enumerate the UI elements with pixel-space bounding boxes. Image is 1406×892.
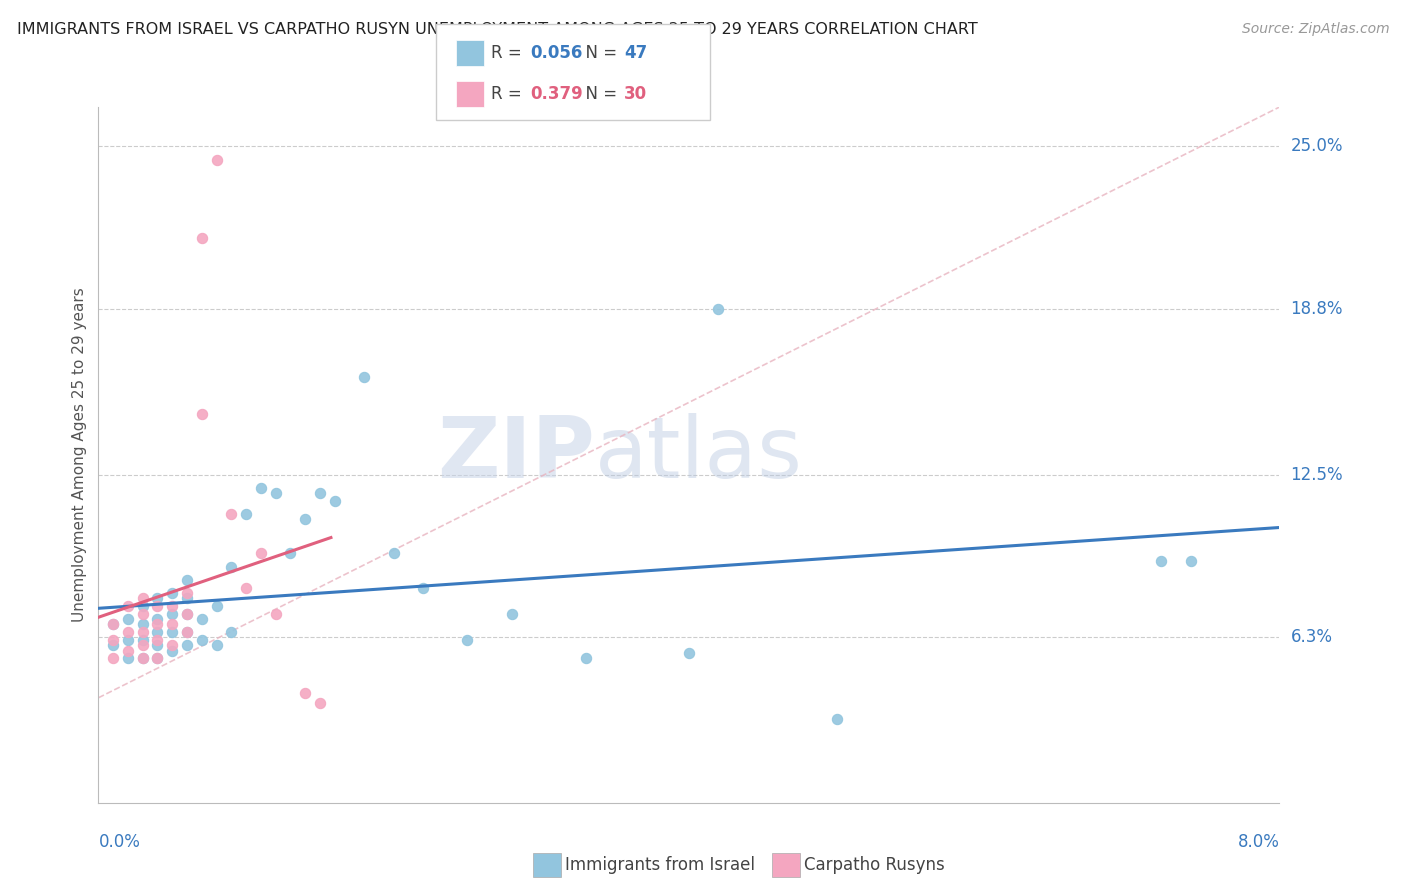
Point [176,638,198,652]
Point [103,633,124,648]
Point [176,607,198,621]
Point [219,507,242,521]
Point [219,559,242,574]
Point [132,599,155,613]
Point [412,581,434,595]
Point [191,612,214,626]
Point [162,625,183,640]
Point [162,638,183,652]
Point [146,651,169,665]
Point [250,546,273,560]
Point [278,546,301,560]
Point [103,638,124,652]
Text: 8.0%: 8.0% [1237,833,1279,851]
Text: 0.379: 0.379 [530,85,583,103]
Point [146,591,169,605]
Point [117,643,139,657]
Point [308,696,332,710]
Point [176,586,198,600]
Text: 6.3%: 6.3% [1291,628,1333,647]
Point [353,370,375,384]
Text: 47: 47 [624,44,648,62]
Point [132,651,155,665]
Point [323,494,346,508]
Point [205,153,228,167]
Point [574,651,596,665]
Point [162,643,183,657]
Point [132,625,155,640]
Point [707,302,730,317]
Point [162,586,183,600]
Point [117,599,139,613]
Text: Source: ZipAtlas.com: Source: ZipAtlas.com [1241,22,1389,37]
Point [205,599,228,613]
Point [678,646,700,660]
Point [132,617,155,632]
Text: ZIP: ZIP [437,413,595,497]
Point [146,625,169,640]
Point [162,599,183,613]
Y-axis label: Unemployment Among Ages 25 to 29 years: Unemployment Among Ages 25 to 29 years [72,287,87,623]
Point [1180,554,1202,568]
Text: 0.056: 0.056 [530,44,582,62]
Point [382,546,405,560]
Point [191,633,214,648]
Point [117,612,139,626]
Point [146,633,169,648]
Text: Immigrants from Israel: Immigrants from Israel [565,856,755,874]
Point [132,633,155,648]
Text: N =: N = [575,85,623,103]
Point [501,607,523,621]
Point [176,607,198,621]
Point [235,507,257,521]
Point [235,581,257,595]
Point [132,638,155,652]
Point [117,651,139,665]
Point [146,612,169,626]
Point [162,607,183,621]
Point [103,617,124,632]
Point [264,486,287,500]
Text: 18.8%: 18.8% [1291,301,1343,318]
Point [146,599,169,613]
Point [117,633,139,648]
Point [103,617,124,632]
Text: 0.0%: 0.0% [98,833,141,851]
Point [294,512,316,526]
Point [103,651,124,665]
Point [132,651,155,665]
Point [294,685,316,699]
Text: IMMIGRANTS FROM ISRAEL VS CARPATHO RUSYN UNEMPLOYMENT AMONG AGES 25 TO 29 YEARS : IMMIGRANTS FROM ISRAEL VS CARPATHO RUSYN… [17,22,977,37]
Point [132,591,155,605]
Point [162,617,183,632]
Point [825,712,848,726]
Point [219,625,242,640]
Point [146,617,169,632]
Point [146,651,169,665]
Point [176,625,198,640]
Text: Carpatho Rusyns: Carpatho Rusyns [804,856,945,874]
Point [176,591,198,605]
Point [176,573,198,587]
Text: atlas: atlas [595,413,803,497]
Point [205,638,228,652]
Point [456,633,478,648]
Text: R =: R = [491,85,527,103]
Text: 25.0%: 25.0% [1291,137,1343,155]
Point [250,481,273,495]
Point [191,407,214,421]
Text: R =: R = [491,44,527,62]
Point [132,607,155,621]
Point [176,625,198,640]
Text: 30: 30 [624,85,647,103]
Point [191,231,214,245]
Point [308,486,332,500]
Point [264,607,287,621]
Point [146,638,169,652]
Text: N =: N = [575,44,623,62]
Point [1150,554,1173,568]
Point [117,625,139,640]
Text: 12.5%: 12.5% [1291,466,1343,483]
